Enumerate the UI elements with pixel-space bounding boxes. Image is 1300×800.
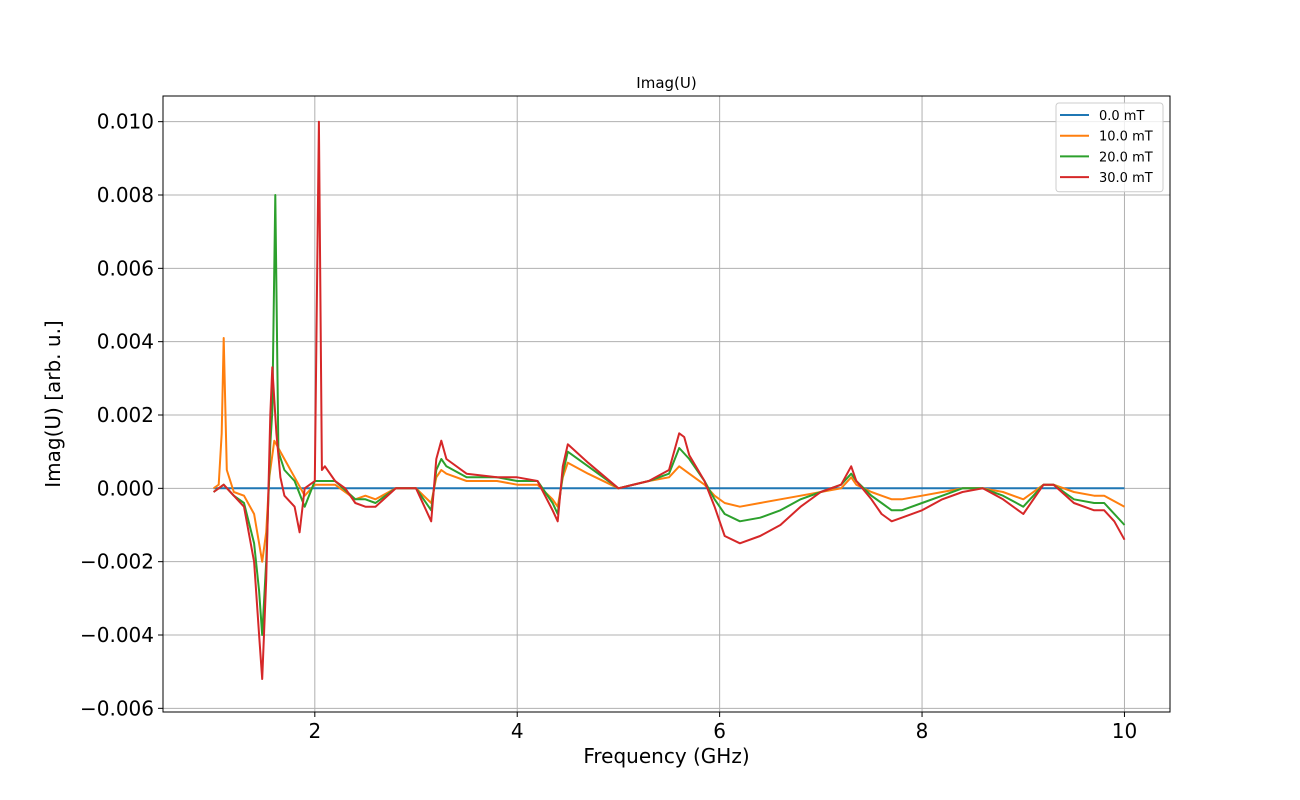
grid-lines <box>163 96 1170 712</box>
y-axis-ticks: −0.006 −0.004 −0.002 0.000 0.002 0.004 0.006 0.… <box>80 110 163 720</box>
y-tick-label: 0.006 <box>97 256 154 280</box>
x-axis-ticks: 2 4 6 8 10 <box>308 712 1137 743</box>
y-tick-label: −0.006 <box>80 696 154 720</box>
y-tick-label: 0.010 <box>97 110 154 134</box>
y-tick-label: −0.004 <box>80 623 154 647</box>
legend: 0.0 mT 10.0 mT 20.0 mT 30.0 mT <box>1055 102 1164 193</box>
legend-box <box>1055 102 1164 193</box>
y-tick-label: 0.004 <box>97 330 154 354</box>
x-axis-label: Frequency (GHz) <box>583 744 749 768</box>
legend-label-0: 0.0 mT <box>1099 109 1144 124</box>
plot-series <box>213 120 1126 680</box>
x-tick-label: 2 <box>308 719 321 743</box>
series-line-3 <box>213 120 1126 680</box>
plot-frame <box>162 95 1171 713</box>
x-tick-label: 10 <box>1112 719 1137 743</box>
y-axis-label: Imag(U) [arb. u.] <box>41 320 65 487</box>
x-tick-label: 8 <box>916 719 929 743</box>
chart-title: Imag(U) <box>636 74 696 92</box>
x-tick-label: 4 <box>511 719 524 743</box>
x-tick-label: 6 <box>713 719 726 743</box>
legend-label-2: 20.0 mT <box>1099 150 1153 165</box>
y-tick-label: 0.000 <box>97 476 154 500</box>
y-tick-label: 0.002 <box>97 403 154 427</box>
legend-label-3: 30.0 mT <box>1099 171 1153 186</box>
series-line-1 <box>213 337 1125 563</box>
y-tick-label: 0.008 <box>97 183 154 207</box>
legend-label-1: 10.0 mT <box>1099 130 1153 145</box>
y-tick-label: −0.002 <box>80 550 154 574</box>
